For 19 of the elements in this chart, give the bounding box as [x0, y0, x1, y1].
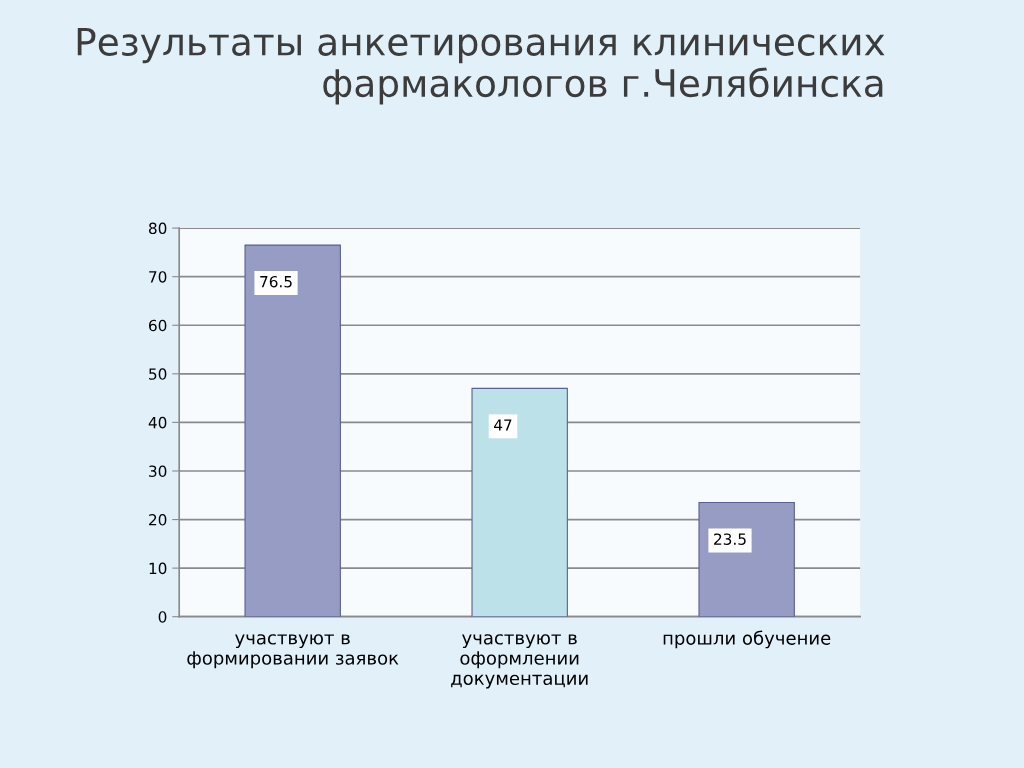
y-tick-label: 0	[158, 611, 167, 623]
data-label: 47	[494, 419, 512, 431]
y-tick-label: 30	[149, 465, 167, 477]
data-label: 23.5	[714, 533, 746, 545]
y-tick-label: 80	[148, 222, 167, 235]
x-tick-label: участвуют в оформлении документации	[451, 634, 588, 689]
y-tick-label: 60	[149, 319, 167, 332]
bar	[244, 244, 341, 617]
data-label: 76.5	[260, 275, 292, 288]
x-tick-label: прошли обучение	[663, 630, 831, 649]
bar	[471, 387, 568, 617]
y-tick-label: 20	[149, 514, 167, 526]
bar	[698, 501, 795, 617]
x-tick-label: участвуют в формировании заявок	[187, 634, 399, 669]
y-tick-label: 50	[149, 368, 167, 380]
chart-title: Результаты анкетирования клинических фармакологов г.Челябинска	[77, 28, 885, 105]
y-tick-label: 10	[149, 562, 167, 575]
y-tick-label: 40	[148, 416, 167, 429]
y-tick-label: 70	[149, 271, 167, 283]
